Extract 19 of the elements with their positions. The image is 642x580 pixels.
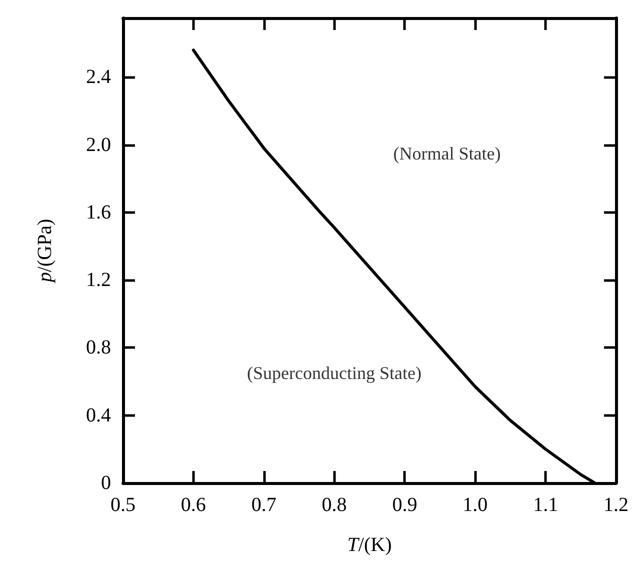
y-tick-label: 0 [101, 472, 111, 494]
y-tick-label: 1.6 [86, 201, 111, 224]
x-tick-label: 0.5 [110, 494, 136, 516]
annotation: (Superconducting State) [247, 363, 422, 384]
x-tick-label: 0.6 [180, 494, 206, 516]
x-tick-label: 1.1 [533, 494, 558, 516]
x-axis-title: T/(K) [347, 534, 392, 556]
x-tick-label: 1.2 [604, 494, 628, 516]
x-tick-label: 0.8 [322, 494, 347, 516]
y-tick-label: 1.2 [86, 269, 111, 292]
y-tick-label: 0.4 [86, 404, 111, 426]
x-tick-label: 1.0 [462, 494, 488, 516]
x-tick-label: 0.7 [251, 494, 276, 516]
y-tick-label: 2.4 [86, 66, 111, 88]
annotation: (Normal State) [393, 143, 501, 164]
y-tick-label: 0.8 [86, 336, 111, 359]
y-tick-label: 2.0 [86, 134, 111, 156]
x-tick-label: 0.9 [392, 494, 418, 516]
y-axis-title: p/(GPa) [34, 218, 56, 284]
